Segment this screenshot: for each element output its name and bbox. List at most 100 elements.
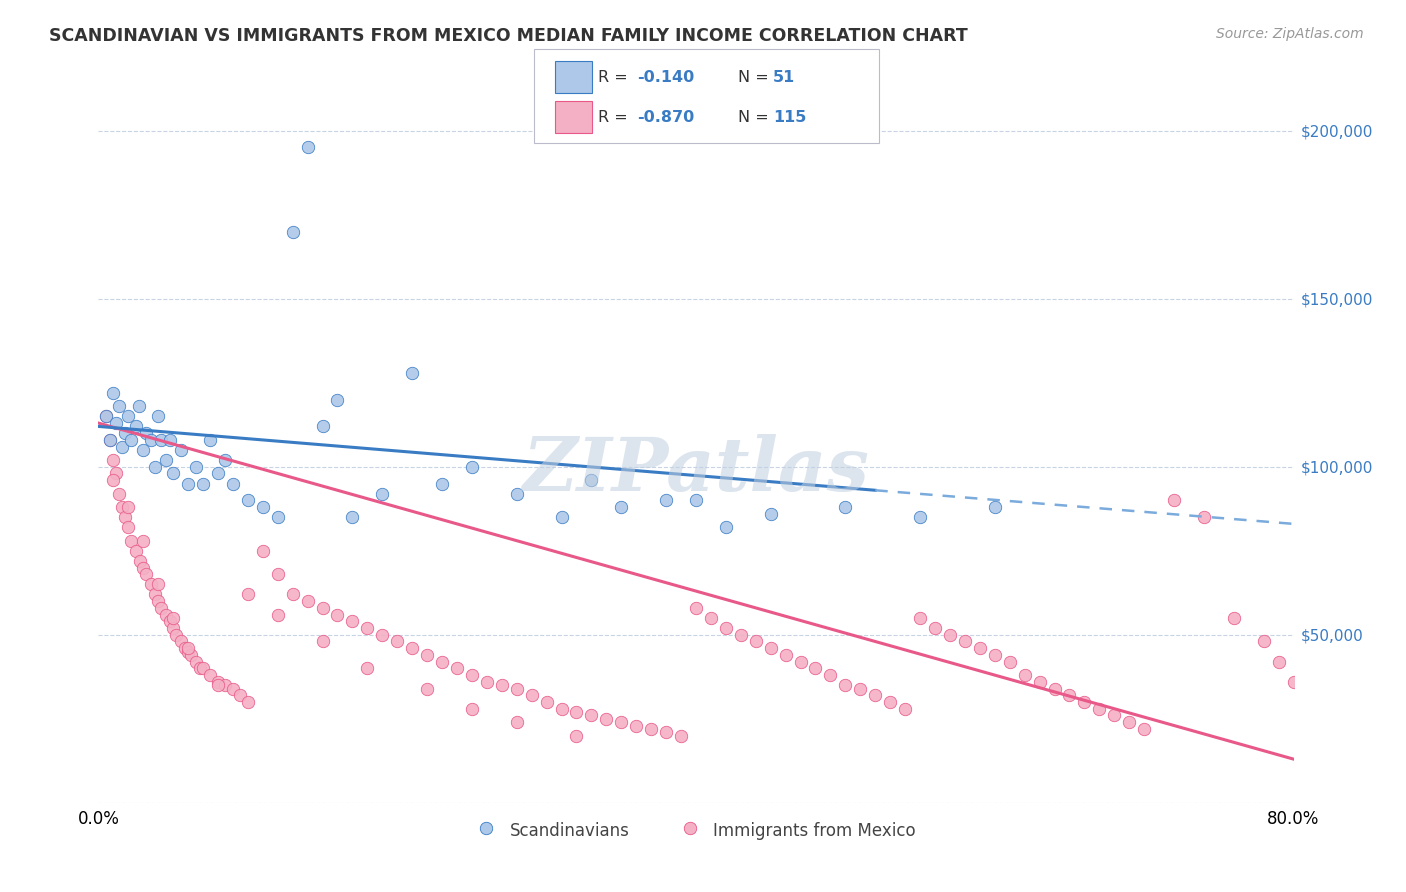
Point [849, 681, 872, 696]
Point [135, 426, 157, 441]
Point [191, 661, 214, 675]
Point [311, 600, 333, 615]
Point [108, 399, 131, 413]
Point [180, 648, 202, 662]
Point [879, 695, 901, 709]
Point [139, 433, 162, 447]
Point [143, 459, 166, 474]
Point [924, 621, 946, 635]
Point [214, 453, 236, 467]
Point [103, 453, 125, 467]
Point [1282, 674, 1305, 689]
Point [132, 533, 155, 548]
Point [865, 688, 887, 702]
Point [125, 543, 148, 558]
Text: 51: 51 [773, 70, 796, 85]
Point [108, 486, 131, 500]
Point [520, 688, 543, 702]
Point [184, 655, 207, 669]
Text: 115: 115 [773, 110, 807, 125]
Point [103, 473, 125, 487]
Point [1223, 611, 1246, 625]
Point [165, 628, 187, 642]
Point [834, 678, 856, 692]
Point [939, 628, 962, 642]
Point [129, 554, 152, 568]
Point [222, 476, 245, 491]
Point [252, 500, 274, 514]
Point [685, 600, 707, 615]
Point [311, 634, 333, 648]
Point [297, 594, 319, 608]
Text: N =: N = [738, 110, 775, 125]
Point [430, 655, 453, 669]
Point [98, 433, 122, 447]
Point [326, 392, 349, 407]
Point [1163, 493, 1185, 508]
Point [200, 668, 222, 682]
Text: SCANDINAVIAN VS IMMIGRANTS FROM MEXICO MEDIAN FAMILY INCOME CORRELATION CHART: SCANDINAVIAN VS IMMIGRANTS FROM MEXICO M… [49, 27, 967, 45]
Point [804, 661, 827, 675]
Point [416, 648, 439, 662]
Point [135, 567, 157, 582]
Point [111, 500, 134, 514]
Point [1104, 708, 1126, 723]
Point [114, 426, 136, 441]
Text: -0.870: -0.870 [637, 110, 695, 125]
Point [117, 500, 139, 514]
Point [184, 459, 207, 474]
Point [148, 577, 170, 591]
Point [105, 467, 128, 481]
Point [1118, 715, 1140, 730]
Text: N =: N = [738, 70, 775, 85]
Point [236, 695, 259, 709]
Point [745, 634, 768, 648]
Point [908, 611, 931, 625]
Point [581, 473, 603, 487]
Point [159, 433, 181, 447]
Point [174, 641, 197, 656]
Point [1043, 681, 1066, 696]
Point [191, 476, 214, 491]
Point [159, 615, 181, 629]
Point [155, 607, 177, 622]
Point [640, 722, 662, 736]
Point [267, 567, 290, 582]
Text: ZIPatlas: ZIPatlas [523, 434, 869, 507]
Point [834, 500, 856, 514]
Point [446, 661, 468, 675]
Point [150, 600, 173, 615]
Point [342, 615, 364, 629]
Point [1192, 510, 1215, 524]
Point [536, 695, 558, 709]
Point [125, 419, 148, 434]
Point [94, 409, 117, 424]
Point [565, 729, 588, 743]
Point [117, 520, 139, 534]
Point [491, 678, 513, 692]
Point [894, 702, 917, 716]
Point [714, 621, 737, 635]
Point [94, 409, 117, 424]
Point [685, 493, 707, 508]
Point [984, 500, 1007, 514]
Point [148, 409, 170, 424]
Point [401, 641, 423, 656]
Point [114, 510, 136, 524]
Point [207, 467, 229, 481]
Point [150, 433, 173, 447]
Point [775, 648, 797, 662]
Point [461, 702, 484, 716]
Point [103, 385, 125, 400]
Point [371, 628, 394, 642]
Point [162, 467, 184, 481]
Point [169, 442, 191, 457]
Point [820, 668, 842, 682]
Point [1133, 722, 1156, 736]
Point [222, 681, 245, 696]
Point [162, 621, 184, 635]
Point [1028, 674, 1050, 689]
Point [371, 486, 394, 500]
Point [430, 476, 453, 491]
Point [565, 705, 588, 719]
